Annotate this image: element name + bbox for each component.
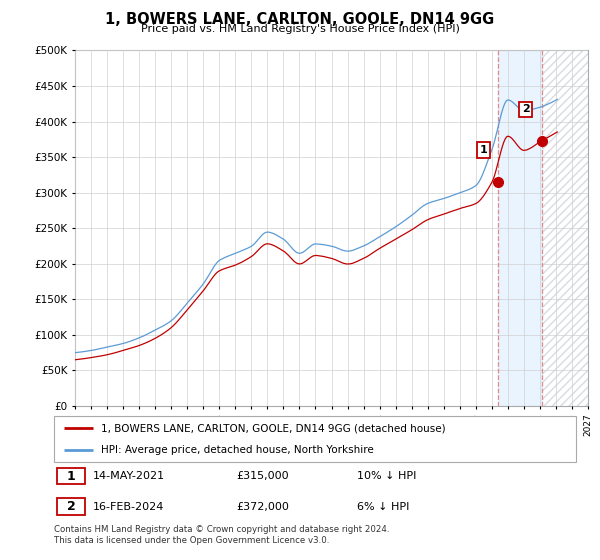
Text: £372,000: £372,000 [236, 502, 290, 512]
Bar [542, 50, 596, 406]
Bar [542, 50, 596, 406]
Text: 1, BOWERS LANE, CARLTON, GOOLE, DN14 9GG (detached house): 1, BOWERS LANE, CARLTON, GOOLE, DN14 9GG… [101, 423, 446, 433]
Text: 2: 2 [67, 500, 76, 513]
Bar [56, 468, 85, 484]
Text: 14-MAY-2021: 14-MAY-2021 [93, 471, 165, 481]
Bar [56, 498, 85, 515]
Text: 1: 1 [67, 469, 76, 483]
Text: HPI: Average price, detached house, North Yorkshire: HPI: Average price, detached house, Nort… [101, 445, 374, 455]
Text: 2: 2 [522, 104, 530, 114]
Text: £315,000: £315,000 [236, 471, 289, 481]
Text: 1, BOWERS LANE, CARLTON, GOOLE, DN14 9GG: 1, BOWERS LANE, CARLTON, GOOLE, DN14 9GG [106, 12, 494, 27]
Bar [498, 50, 542, 406]
Text: 10% ↓ HPI: 10% ↓ HPI [357, 471, 416, 481]
Text: Contains HM Land Registry data © Crown copyright and database right 2024.
This d: Contains HM Land Registry data © Crown c… [54, 525, 389, 545]
Text: 6% ↓ HPI: 6% ↓ HPI [357, 502, 409, 512]
Text: 1: 1 [479, 145, 487, 155]
Text: Price paid vs. HM Land Registry's House Price Index (HPI): Price paid vs. HM Land Registry's House … [140, 24, 460, 34]
Text: 16-FEB-2024: 16-FEB-2024 [93, 502, 164, 512]
